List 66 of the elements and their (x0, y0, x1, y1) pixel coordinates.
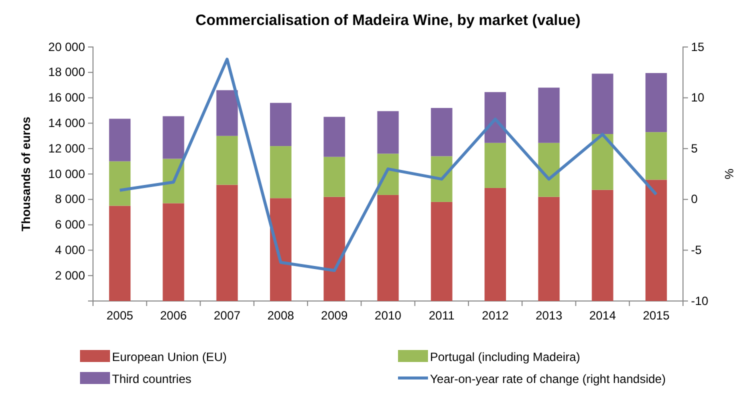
y2-axis-title: % (722, 168, 736, 180)
bar (162, 203, 184, 301)
x-tick-label: 2012 (482, 308, 509, 323)
bar (324, 116, 346, 157)
x-tick-label: 2009 (321, 308, 348, 323)
line-series (118, 58, 658, 272)
y-tick-label: 16 000 (48, 90, 86, 105)
bar (270, 146, 292, 198)
bar (377, 111, 399, 154)
x-tick-label: 2015 (642, 308, 670, 323)
x-tick-label: 2013 (536, 308, 563, 323)
bar (216, 90, 238, 136)
bar (324, 156, 346, 197)
bar (645, 180, 667, 301)
y-tick-label: 18 000 (48, 65, 86, 80)
chart-title: Commercialisation of Madeira Wine, by market (value) (196, 12, 580, 29)
y-tick-label: 12 000 (48, 141, 86, 156)
bar (484, 142, 506, 188)
bar (645, 132, 667, 180)
y-tick-label: 20 000 (48, 40, 86, 54)
bar (538, 88, 560, 143)
y-tick-label: 14 000 (48, 116, 86, 130)
bar (484, 188, 506, 301)
y2-tick-label: -5 (691, 243, 702, 258)
legend-label: European Union (EU) (112, 350, 227, 364)
bar (216, 184, 238, 301)
bar (109, 161, 131, 206)
bar (324, 196, 346, 301)
x-tick-label: 2005 (106, 308, 134, 323)
x-tick-label: 2014 (589, 308, 616, 323)
y-tick-label: 8 000 (54, 192, 86, 206)
legend-label: Third countries (112, 372, 192, 386)
y2-tick-label: 0 (691, 192, 698, 206)
bar (430, 108, 452, 156)
bar (538, 196, 560, 301)
bar (592, 190, 614, 301)
bar (216, 136, 238, 185)
bar (270, 198, 292, 301)
bar (270, 102, 292, 146)
bar (484, 92, 506, 143)
bar (592, 134, 614, 190)
legend-label: Portugal (including Madeira) (430, 350, 580, 364)
bar (109, 206, 131, 301)
y2-tick-label: 10 (691, 90, 705, 105)
bar (645, 73, 667, 132)
bar (592, 74, 614, 134)
y-tick-label: 10 000 (48, 166, 86, 181)
y2-tick-label: 15 (691, 40, 705, 54)
bar (109, 118, 131, 162)
bar (538, 142, 560, 197)
bar (430, 156, 452, 202)
y2-tick-label: 5 (691, 141, 698, 156)
bar (430, 202, 452, 301)
x-tick-label: 2008 (267, 308, 294, 323)
y-tick-label: 6 000 (54, 218, 86, 232)
y-axis-title: Thousands of euros (19, 116, 33, 232)
y2-tick-label: -10 (691, 294, 709, 308)
y-tick-label: 4 000 (54, 243, 86, 258)
y-tick-label: 2 000 (54, 268, 86, 282)
x-tick-label: 2010 (374, 308, 402, 323)
x-tick-label: 2007 (214, 308, 241, 323)
bar (377, 194, 399, 301)
legend-label: Year-on-year rate of change (right handside) (430, 372, 666, 386)
x-tick-label: 2006 (160, 308, 188, 323)
x-tick-label: 2011 (428, 308, 455, 323)
bar (162, 116, 184, 159)
